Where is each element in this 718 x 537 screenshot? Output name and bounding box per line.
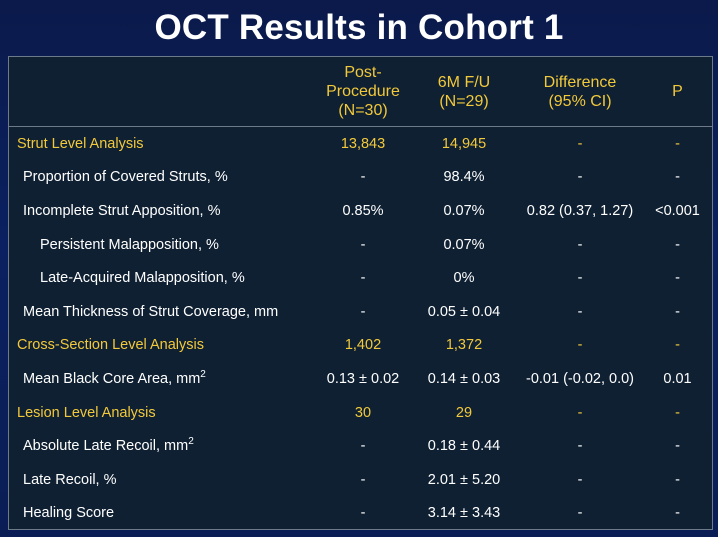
- results-table-container: Post- Procedure (N=30) 6M F/U (N=29) Dif…: [8, 56, 713, 530]
- cell-difference: -: [577, 337, 583, 354]
- cell-p: -: [675, 303, 680, 320]
- cell-difference: -: [577, 404, 583, 421]
- cell-difference: -: [577, 236, 583, 253]
- row-label: Mean Thickness of Strut Coverage, mm: [23, 303, 279, 320]
- table-row: Persistent Malapposition, % - 0.07% - -: [9, 228, 712, 262]
- cell-post: -: [360, 505, 366, 522]
- row-label: Lesion Level Analysis: [17, 404, 156, 421]
- cell-post: 0.85%: [342, 202, 384, 219]
- row-label: Cross-Section Level Analysis: [17, 337, 204, 354]
- cell-p: -: [675, 505, 680, 522]
- cell-difference: -: [577, 438, 583, 455]
- table-row: Healing Score - 3.14 ± 3.43 - -: [9, 497, 712, 531]
- row-label: Strut Level Analysis: [17, 135, 144, 152]
- header-difference: Difference (95% CI): [517, 57, 643, 127]
- results-table: Post- Procedure (N=30) 6M F/U (N=29) Dif…: [9, 57, 712, 530]
- header-p-value: P: [643, 57, 712, 127]
- cell-post: -: [360, 471, 366, 488]
- cell-p: 0.01: [663, 370, 692, 387]
- row-label: Incomplete Strut Apposition, %: [23, 202, 221, 219]
- cell-followup: 98.4%: [443, 169, 485, 186]
- row-label: Mean Black Core Area, mm2: [9, 362, 315, 396]
- table-row: Late Recoil, % - 2.01 ± 5.20 - -: [9, 463, 712, 497]
- table-row: Absolute Late Recoil, mm2 - 0.18 ± 0.44 …: [9, 429, 712, 463]
- cell-difference: -: [577, 270, 583, 287]
- header-label-col: [9, 57, 315, 127]
- cell-p: -: [675, 236, 680, 253]
- row-label: Late Recoil, %: [23, 471, 117, 488]
- table-row: Mean Thickness of Strut Coverage, mm - 0…: [9, 295, 712, 329]
- table-row: Mean Black Core Area, mm2 0.13 ± 0.02 0.…: [9, 362, 712, 396]
- table-row: Incomplete Strut Apposition, % 0.85% 0.0…: [9, 194, 712, 228]
- row-label: Persistent Malapposition, %: [40, 236, 219, 253]
- cell-difference: -0.01 (-0.02, 0.0): [526, 370, 634, 387]
- cell-difference: 0.82 (0.37, 1.27): [526, 202, 634, 219]
- cell-post: -: [360, 438, 366, 455]
- table-row: Lesion Level Analysis 30 29 - -: [9, 396, 712, 430]
- cell-post: 13,843: [340, 135, 386, 152]
- table-header-row: Post- Procedure (N=30) 6M F/U (N=29) Dif…: [9, 57, 712, 127]
- table-row: Late-Acquired Malapposition, % - 0% - -: [9, 261, 712, 295]
- row-label: Healing Score: [23, 505, 115, 522]
- cell-p: -: [675, 270, 680, 287]
- cell-difference: -: [577, 505, 583, 522]
- cell-post: 30: [354, 404, 372, 421]
- slide-title: OCT Results in Cohort 1: [154, 8, 564, 47]
- cell-followup: 0.05 ± 0.04: [427, 303, 501, 320]
- cell-followup: 14,945: [441, 135, 487, 152]
- cell-p: -: [675, 471, 680, 488]
- cell-p: -: [675, 438, 680, 455]
- row-label: Proportion of Covered Struts, %: [23, 169, 228, 186]
- cell-followup: 1,372: [445, 337, 483, 354]
- header-followup: 6M F/U (N=29): [411, 57, 517, 127]
- cell-followup: 0.18 ± 0.44: [427, 438, 501, 455]
- cell-post: -: [360, 270, 366, 287]
- row-label-text: Absolute Late Recoil, mm: [23, 438, 189, 455]
- superscript: 2: [188, 436, 194, 448]
- cell-p: -: [675, 404, 680, 421]
- cell-post: -: [360, 303, 366, 320]
- cell-difference: -: [577, 169, 583, 186]
- cell-difference: -: [577, 303, 583, 320]
- row-label-text: Mean Black Core Area, mm: [23, 370, 201, 387]
- row-label: Late-Acquired Malapposition, %: [40, 270, 245, 287]
- cell-followup: 2.01 ± 5.20: [427, 471, 501, 488]
- row-label: Absolute Late Recoil, mm2: [9, 429, 315, 463]
- cell-post: 1,402: [344, 337, 382, 354]
- table-row: Strut Level Analysis 13,843 14,945 - -: [9, 127, 712, 161]
- table-row: Proportion of Covered Struts, % - 98.4% …: [9, 161, 712, 195]
- cell-followup: 3.14 ± 3.43: [427, 505, 501, 522]
- cell-difference: -: [577, 471, 583, 488]
- cell-p: -: [675, 337, 680, 354]
- superscript: 2: [200, 369, 206, 381]
- header-post-procedure: Post- Procedure (N=30): [315, 57, 411, 127]
- cell-post: -: [360, 169, 366, 186]
- cell-followup: 0.14 ± 0.03: [427, 370, 501, 387]
- cell-p: <0.001: [655, 202, 700, 219]
- cell-difference: -: [577, 135, 583, 152]
- cell-followup: 0%: [453, 270, 475, 287]
- cell-p: -: [675, 169, 680, 186]
- cell-followup: 0.07%: [443, 202, 485, 219]
- cell-post: 0.13 ± 0.02: [326, 370, 400, 387]
- table-row: Cross-Section Level Analysis 1,402 1,372…: [9, 329, 712, 363]
- cell-followup: 0.07%: [443, 236, 485, 253]
- cell-followup: 29: [455, 404, 473, 421]
- cell-p: -: [675, 135, 680, 152]
- cell-post: -: [360, 236, 366, 253]
